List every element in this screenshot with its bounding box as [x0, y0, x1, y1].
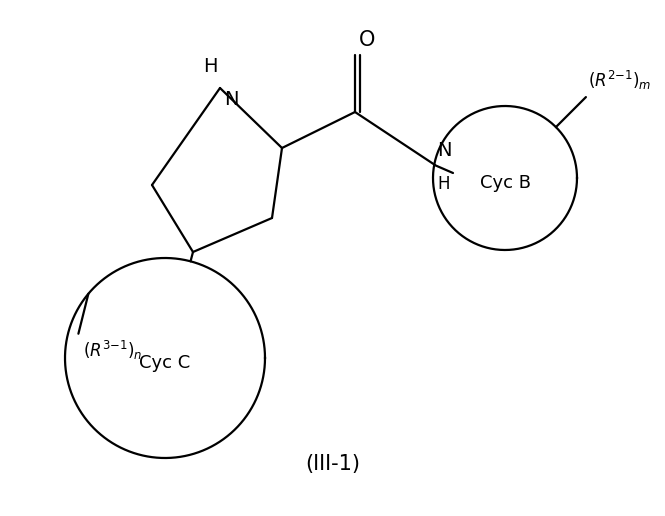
Text: $(R^{2\mathregular{-}1})_m$: $(R^{2\mathregular{-}1})_m$ [588, 69, 652, 92]
Text: H: H [203, 57, 217, 76]
Text: Cyc C: Cyc C [140, 354, 191, 372]
Text: N: N [224, 90, 239, 109]
Text: N: N [437, 141, 452, 160]
Text: (III-1): (III-1) [305, 455, 360, 474]
Text: H: H [437, 175, 450, 193]
Text: $(R^{3\mathregular{-}1})_n$: $(R^{3\mathregular{-}1})_n$ [83, 338, 143, 362]
Text: Cyc B: Cyc B [479, 174, 531, 192]
Text: O: O [359, 30, 375, 50]
